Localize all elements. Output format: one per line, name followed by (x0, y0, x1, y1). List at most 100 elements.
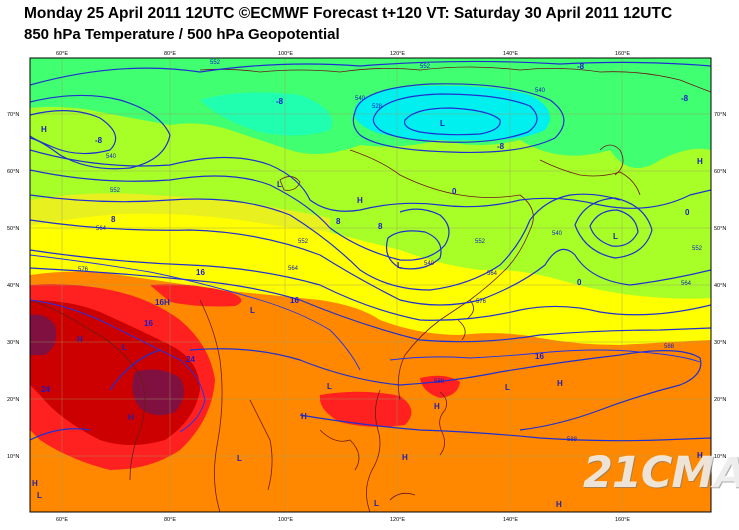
pressure-center: L (237, 454, 242, 463)
contour-label: 540 (552, 231, 563, 237)
isotherm-label: 0 (577, 278, 582, 287)
pressure-centers: H L H L L H H H L L H H L H H H H H L L … (32, 119, 703, 509)
pressure-center: L (505, 383, 510, 392)
isotherm-label: -8 (681, 94, 689, 103)
pressure-center: H (557, 379, 563, 388)
temp-band-cold (354, 85, 550, 141)
contour-label: 552 (210, 60, 221, 66)
pressure-center: H (357, 196, 363, 205)
pressure-center: H (164, 298, 170, 307)
isotherm-label: -8 (95, 136, 103, 145)
pressure-center: H (434, 402, 440, 411)
contour-label: 564 (681, 281, 692, 287)
lat-label: 20°N (7, 397, 19, 403)
isotherm-label: -8 (497, 142, 505, 151)
isotherm-label: 0 (452, 187, 457, 196)
coastlines (30, 66, 711, 512)
lon-label: 160°E (615, 51, 630, 57)
pressure-center: L (37, 491, 42, 500)
map-title: Monday 25 April 2011 12UTC ©ECMWF Foreca… (24, 5, 673, 22)
lat-label: 10°N (714, 454, 726, 460)
isotherm-label: 16 (144, 319, 153, 328)
lon-label: 140°E (503, 517, 518, 523)
contour-label: 552 (420, 64, 431, 70)
pressure-center: H (32, 479, 38, 488)
isotherm-label: 24 (41, 385, 50, 394)
pressure-center: H (697, 157, 703, 166)
temp-band-hot-isl-2 (420, 375, 460, 398)
isotherm-label: 16 (155, 298, 164, 307)
lon-label: 60°E (56, 517, 68, 523)
isotherm-label: -8 (276, 97, 284, 106)
temperature-isotherms (30, 254, 701, 433)
lon-label: 140°E (503, 51, 518, 57)
contour-label: 540 (106, 154, 117, 160)
contour-label: 552 (110, 188, 121, 194)
lat-labels-right: 70°N 60°N 50°N 40°N 30°N 20°N 10°N (714, 112, 726, 460)
pressure-center: L (374, 499, 379, 508)
lon-label: 100°E (278, 517, 293, 523)
temp-band-max-2 (30, 314, 57, 355)
pressure-center: H (77, 335, 83, 344)
lat-label: 70°N (714, 112, 726, 118)
lon-label: 120°E (390, 517, 405, 523)
lon-label: 80°E (164, 51, 176, 57)
pressure-center: H (556, 500, 562, 509)
pressure-center: H (301, 412, 307, 421)
map-frame (29, 57, 712, 513)
isotherm-label: 8 (336, 217, 341, 226)
lat-label: 50°N (714, 226, 726, 232)
contour-label: 588 (664, 344, 675, 350)
geopotential-labels: 552 552 540 528 552 540 540 552 564 576 … (78, 60, 703, 443)
pressure-center: L (250, 306, 255, 315)
pressure-center: H (128, 413, 134, 422)
geopotential-contours (30, 60, 711, 442)
lon-label: 100°E (278, 51, 293, 57)
contour-label: 540 (355, 96, 366, 102)
contour-label: 564 (487, 271, 498, 277)
lat-labels-left: 70°N 60°N 50°N 40°N 30°N 20°N 10°N (7, 112, 19, 460)
isotherm-label: 16 (535, 352, 544, 361)
isotherm-label: 24 (186, 355, 195, 364)
map-subtitle: 850 hPa Temperature / 500 hPa Geopotenti… (24, 26, 340, 43)
pressure-center: L (440, 119, 445, 128)
contour-label: 576 (78, 267, 89, 273)
contour-label: 552 (298, 239, 309, 245)
contour-label: 552 (692, 246, 703, 252)
temperature-labels: -8 -8 -8 -8 -8 0 0 0 8 8 8 16 16 16 16 2… (41, 62, 690, 394)
isotherm-label: 16 (196, 268, 205, 277)
isotherm-label: 16 (290, 296, 299, 305)
pressure-center: L (613, 232, 618, 241)
lat-label: 60°N (714, 169, 726, 175)
contour-label: 540 (535, 88, 546, 94)
pressure-center: H (697, 451, 703, 460)
isotherm-label: 8 (111, 215, 116, 224)
lat-label: 70°N (7, 112, 19, 118)
contour-label: 528 (372, 104, 383, 110)
lon-label: 60°E (56, 51, 68, 57)
lat-label: 30°N (7, 340, 19, 346)
contour-label: 576 (476, 299, 487, 305)
temp-band-veryhot-2 (150, 284, 242, 307)
lat-label: 50°N (7, 226, 19, 232)
lon-labels-bottom: 60°E 80°E 100°E 120°E 140°E 160°E (56, 517, 630, 523)
contour-label: 552 (475, 239, 486, 245)
pressure-center: H (41, 125, 47, 134)
lat-label: 60°N (7, 169, 19, 175)
contour-label: 564 (96, 226, 107, 232)
isotherm-label: 0 (685, 208, 690, 217)
contour-label: 588 (434, 379, 445, 385)
lon-label: 160°E (615, 517, 630, 523)
lat-label: 10°N (7, 454, 19, 460)
lat-label: 40°N (714, 283, 726, 289)
temp-band-warm-lite (30, 193, 330, 232)
pressure-center: L (122, 343, 127, 352)
contour-label: 564 (288, 266, 299, 272)
contour-label: 540 (424, 261, 435, 267)
lat-label: 30°N (714, 340, 726, 346)
lat-label: 40°N (7, 283, 19, 289)
temp-band-hot-isl (319, 391, 412, 427)
pressure-center: L (277, 180, 282, 189)
contour-label: 588 (567, 437, 578, 443)
lat-label: 20°N (714, 397, 726, 403)
